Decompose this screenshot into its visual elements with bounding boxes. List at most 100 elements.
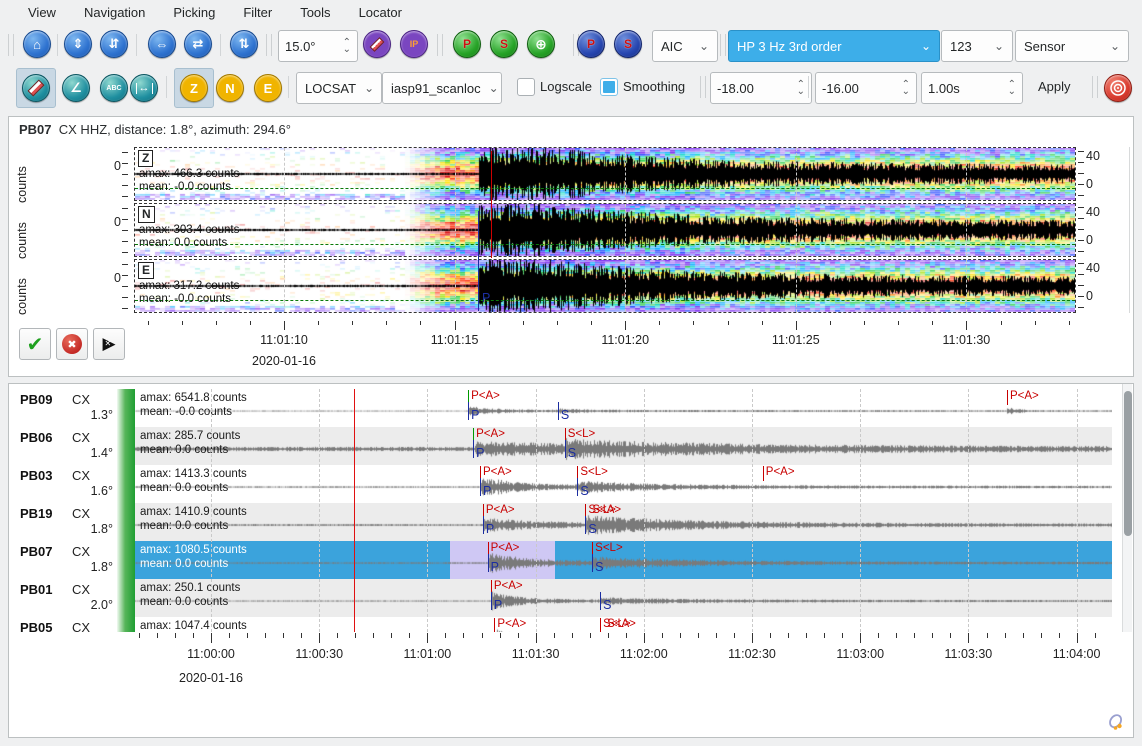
station-waveform-zone[interactable]: amax: 1047.4 countsP<A>S<L>S<A> (135, 617, 1112, 632)
manual-pick-line[interactable] (592, 554, 593, 572)
time-ruler-tool-button[interactable] (22, 74, 50, 102)
pick-p-button[interactable]: P (453, 30, 481, 58)
manual-pick-line[interactable] (577, 478, 578, 496)
spectrogram-trace[interactable]: Zamax: 466.3 countsmean: -0.0 counts (134, 147, 1076, 201)
expand-time-button[interactable]: ⇔ (148, 30, 176, 58)
spinner-arrows-icon[interactable]: ⌃⌄ (797, 81, 805, 95)
manual-pick-line[interactable] (491, 592, 492, 610)
station-waveform-zone[interactable]: amax: 285.7 countsmean: 0.0 countsP<A>PS… (135, 427, 1112, 465)
spectrum-max-spinner[interactable]: -16.00 ⌃⌄ (815, 72, 917, 104)
manual-pick-line[interactable] (558, 402, 559, 420)
spinner-arrows-icon[interactable]: ⌃⌄ (1008, 81, 1016, 95)
menu-filter[interactable]: Filter (229, 3, 286, 22)
home-reset-view-button[interactable]: ⌂ (23, 30, 51, 58)
smoothing-checkbox[interactable] (600, 78, 618, 96)
station-row[interactable]: PB19CX1.8°amax: 1410.9 countsmean: 0.0 c… (10, 503, 1132, 541)
station-scrollbar-thumb[interactable] (1124, 391, 1132, 536)
toolbar-handle[interactable] (700, 76, 706, 98)
auto-pick-line[interactable] (763, 466, 764, 481)
pick-line-p-auto[interactable] (491, 151, 492, 258)
auto-pick-line[interactable] (600, 618, 601, 632)
theoretical-p-button[interactable]: P (577, 30, 605, 58)
filter-combo[interactable]: HP 3 Hz 3rd order ⌄ (728, 30, 940, 62)
station-waveform-zone[interactable]: amax: 6541.8 countsmean: -0.0 countsP<A>… (135, 389, 1112, 427)
trace-scroll-track[interactable] (1129, 147, 1130, 313)
station-waveform-zone[interactable]: amax: 250.1 countsmean: 0.0 countsP<A>PS (135, 579, 1112, 617)
menu-picking[interactable]: Picking (159, 3, 229, 22)
waveform-canvas[interactable] (135, 465, 1112, 503)
menu-navigation[interactable]: Navigation (70, 3, 159, 22)
uncertainty-tool-button[interactable]: ↔ (130, 74, 158, 102)
menu-tools[interactable]: Tools (286, 3, 344, 22)
waveform-canvas[interactable] (135, 579, 1112, 617)
ip-phase-button[interactable]: IP (400, 30, 428, 58)
spinner-arrows-icon[interactable]: ⌃⌄ (343, 39, 351, 53)
menu-view[interactable]: View (14, 3, 70, 22)
theoretical-s-button[interactable]: S (614, 30, 642, 58)
reject-picks-button[interactable]: ✖ (56, 328, 88, 360)
skip-trace-button[interactable]: ▶✕ (93, 328, 125, 360)
component-e-button[interactable]: E (254, 74, 282, 102)
component-z-button[interactable]: Z (180, 74, 208, 102)
fit-time-button[interactable]: ⇄ (184, 30, 212, 58)
station-waveform-zone[interactable]: amax: 1410.9 countsmean: 0.0 countsP<A>P… (135, 503, 1112, 541)
toolbar-handle[interactable] (266, 34, 272, 56)
station-row[interactable]: PB03CX1.6°amax: 1413.3 countsmean: 0.0 c… (10, 465, 1132, 503)
station-waveform-zone[interactable]: amax: 1413.3 countsmean: 0.0 countsP<A>P… (135, 465, 1112, 503)
manual-pick-line[interactable] (585, 516, 586, 534)
pick-line-p-manual[interactable] (478, 211, 479, 311)
station-waveform-zone[interactable]: amax: 1080.5 countsmean: 0.0 countsP<A>P… (135, 541, 1112, 579)
manual-pick-line[interactable] (565, 440, 566, 458)
angle-tool-button[interactable]: ∠ (62, 74, 90, 102)
apply-button[interactable]: Apply (1030, 73, 1079, 100)
waveform-canvas[interactable] (135, 503, 1112, 541)
spectrogram-canvas[interactable] (135, 260, 1075, 312)
auto-pick-line[interactable] (494, 618, 495, 632)
spectrogram-canvas[interactable] (135, 204, 1075, 256)
waveform-canvas[interactable] (135, 427, 1112, 465)
toolbar-handle[interactable] (437, 34, 443, 56)
time-window-spinner[interactable]: 1.00s ⌃⌄ (921, 72, 1023, 104)
spectrogram-trace[interactable]: Namax: 303.4 countsmean: 0.0 counts (134, 203, 1076, 257)
manual-pick-line[interactable] (480, 478, 481, 496)
waveform-canvas[interactable] (135, 541, 1112, 579)
logscale-checkbox[interactable] (517, 78, 535, 96)
waveform-canvas[interactable] (135, 389, 1112, 427)
fit-amplitude-button[interactable]: ⇵ (100, 30, 128, 58)
zoom-angle-spinner[interactable]: 15.0° ⌃⌄ (278, 30, 358, 62)
spectrogram-trace[interactable]: Eamax: 317.2 countsmean: -0.0 counts (134, 259, 1076, 313)
spinner-arrows-icon[interactable]: ⌃⌄ (902, 81, 910, 95)
component-n-button[interactable]: N (216, 74, 244, 102)
station-row[interactable]: PB06CX1.4°amax: 285.7 countsmean: 0.0 co… (10, 427, 1132, 465)
manual-pick-line[interactable] (473, 440, 474, 458)
spectrogram-canvas[interactable] (135, 148, 1075, 200)
menu-locator[interactable]: Locator (345, 3, 416, 22)
station-row[interactable]: PB07CX1.8°amax: 1080.5 countsmean: 0.0 c… (10, 541, 1132, 579)
toolbar-handle[interactable] (720, 34, 726, 56)
normalize-button[interactable]: ⇅ (230, 30, 258, 58)
toolbar-handle[interactable] (8, 34, 14, 56)
station-row[interactable]: PB01CX2.0°amax: 250.1 countsmean: 0.0 co… (10, 579, 1132, 617)
manual-pick-line[interactable] (483, 516, 484, 534)
pick-s-button[interactable]: S (490, 30, 518, 58)
accept-picks-button[interactable]: ✔ (19, 328, 51, 360)
scale-combo[interactable]: 123 ⌄ (941, 30, 1013, 62)
phase-label-tool-button[interactable]: ABC (100, 74, 128, 102)
manual-pick-line[interactable] (468, 402, 469, 420)
locator-combo[interactable]: LOCSAT ⌄ (296, 72, 382, 104)
profile-combo[interactable]: iasp91_scanloc ⌄ (382, 72, 502, 104)
axis-tick (728, 321, 729, 325)
toolbar-handle[interactable] (1092, 76, 1098, 98)
station-row[interactable]: PB05CXamax: 1047.4 countsP<A>S<L>S<A> (10, 617, 1132, 632)
manual-pick-line[interactable] (488, 554, 489, 572)
sensor-unit-combo[interactable]: Sensor ⌄ (1015, 30, 1129, 62)
auto-pick-line[interactable] (1007, 390, 1008, 405)
manual-pick-line[interactable] (600, 592, 601, 610)
picker-algorithm-combo[interactable]: AIC ⌄ (652, 30, 718, 62)
locate-target-button[interactable] (1104, 74, 1132, 102)
station-row[interactable]: PB09CX1.3°amax: 6541.8 countsmean: -0.0 … (10, 389, 1132, 427)
relocate-button[interactable]: ⊕ (527, 30, 555, 58)
measure-ruler-button[interactable] (363, 30, 391, 58)
expand-amplitude-button[interactable]: ⇕ (64, 30, 92, 58)
spectrum-min-spinner[interactable]: -18.00 ⌃⌄ (710, 72, 812, 104)
